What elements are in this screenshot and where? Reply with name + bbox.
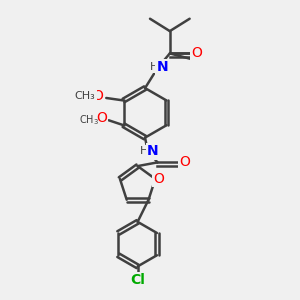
Text: O: O bbox=[154, 172, 164, 186]
Text: N: N bbox=[157, 60, 168, 74]
Text: N: N bbox=[147, 144, 159, 158]
Text: O: O bbox=[179, 155, 190, 170]
Text: CH$_3$: CH$_3$ bbox=[79, 113, 99, 127]
Text: Cl: Cl bbox=[130, 273, 145, 287]
Text: O: O bbox=[192, 46, 203, 60]
Text: H: H bbox=[149, 62, 158, 72]
Text: CH₃: CH₃ bbox=[75, 91, 96, 100]
Text: H: H bbox=[140, 146, 148, 156]
Text: O: O bbox=[96, 111, 107, 125]
Text: O: O bbox=[92, 88, 103, 103]
